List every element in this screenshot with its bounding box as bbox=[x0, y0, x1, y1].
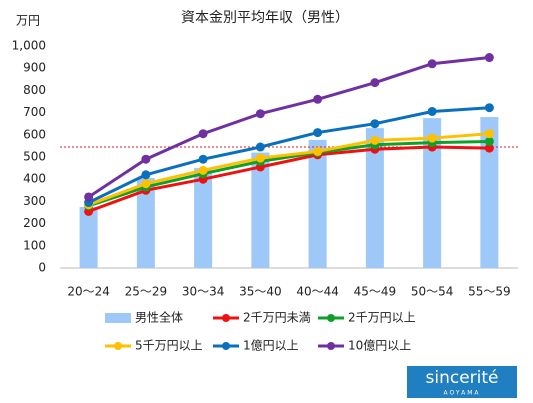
y-tick-label: 0 bbox=[38, 261, 46, 275]
bar bbox=[79, 206, 98, 268]
marker bbox=[427, 106, 437, 116]
x-tick-label: 50～54 bbox=[411, 285, 454, 299]
y-tick-label: 600 bbox=[23, 127, 46, 141]
bar bbox=[480, 117, 499, 268]
y-tick-label: 700 bbox=[23, 105, 46, 119]
marker bbox=[313, 94, 323, 104]
logo-box bbox=[407, 366, 517, 398]
marker bbox=[255, 109, 265, 119]
y-tick-label: 100 bbox=[23, 238, 46, 252]
legend-marker bbox=[114, 342, 122, 350]
marker bbox=[255, 153, 265, 163]
bar bbox=[194, 168, 213, 268]
legend-label: 男性全体 bbox=[135, 310, 183, 325]
legend-label: 1億円以上 bbox=[243, 339, 299, 353]
line bbox=[88, 132, 490, 207]
line bbox=[87, 106, 490, 204]
line bbox=[87, 56, 490, 199]
y-tick-label: 200 bbox=[23, 216, 46, 230]
legend-label: 5千万円以上 bbox=[135, 339, 203, 353]
y-tick-label: 900 bbox=[23, 61, 46, 75]
marker bbox=[313, 128, 323, 138]
marker bbox=[484, 103, 494, 113]
legend-swatch bbox=[105, 313, 131, 323]
x-tick-label: 25～29 bbox=[125, 285, 168, 299]
bar bbox=[251, 152, 270, 268]
y-tick-label: 500 bbox=[23, 150, 46, 164]
legend-marker bbox=[222, 342, 230, 350]
logo-text: sincerité bbox=[426, 368, 499, 388]
bar bbox=[365, 128, 384, 268]
legend-label: 2千万円未満 bbox=[243, 311, 311, 325]
line bbox=[88, 139, 490, 208]
legend-marker bbox=[327, 314, 335, 322]
marker bbox=[141, 154, 151, 164]
bar bbox=[136, 178, 155, 268]
bar bbox=[308, 139, 327, 268]
x-tick-label: 20～24 bbox=[67, 285, 110, 299]
marker bbox=[484, 143, 494, 153]
marker bbox=[484, 136, 494, 146]
line bbox=[88, 145, 490, 213]
marker bbox=[313, 146, 323, 156]
legend-label: 2千万円以上 bbox=[348, 311, 416, 325]
x-tick-label: 35～40 bbox=[239, 285, 282, 299]
marker bbox=[198, 154, 208, 164]
bar bbox=[423, 118, 442, 269]
chart-title: 資本金別平均年収（男性） bbox=[181, 10, 349, 26]
marker bbox=[84, 192, 94, 202]
logo-subtext: AOYAMA bbox=[444, 390, 481, 397]
y-tick-label: 1,000 bbox=[12, 39, 46, 53]
marker bbox=[141, 170, 151, 180]
marker bbox=[198, 129, 208, 139]
x-tick-label: 30～34 bbox=[182, 285, 225, 299]
x-tick-label: 40～44 bbox=[296, 285, 339, 299]
marker bbox=[427, 59, 437, 69]
y-tick-label: 300 bbox=[23, 194, 46, 208]
y-unit: 万円 bbox=[16, 14, 40, 28]
x-tick-label: 55～59 bbox=[468, 285, 511, 299]
y-tick-label: 400 bbox=[23, 172, 46, 186]
marker bbox=[198, 165, 208, 175]
marker bbox=[141, 179, 151, 189]
marker bbox=[370, 78, 380, 88]
marker bbox=[484, 129, 494, 139]
marker bbox=[370, 135, 380, 145]
legend-marker bbox=[222, 314, 230, 322]
legend-label: 10億円以上 bbox=[348, 339, 411, 353]
marker bbox=[255, 142, 265, 152]
y-tick-label: 800 bbox=[23, 83, 46, 97]
marker bbox=[427, 133, 437, 143]
marker bbox=[370, 119, 380, 129]
marker bbox=[484, 53, 494, 63]
x-tick-label: 45～49 bbox=[354, 285, 397, 299]
legend-marker bbox=[327, 342, 335, 350]
